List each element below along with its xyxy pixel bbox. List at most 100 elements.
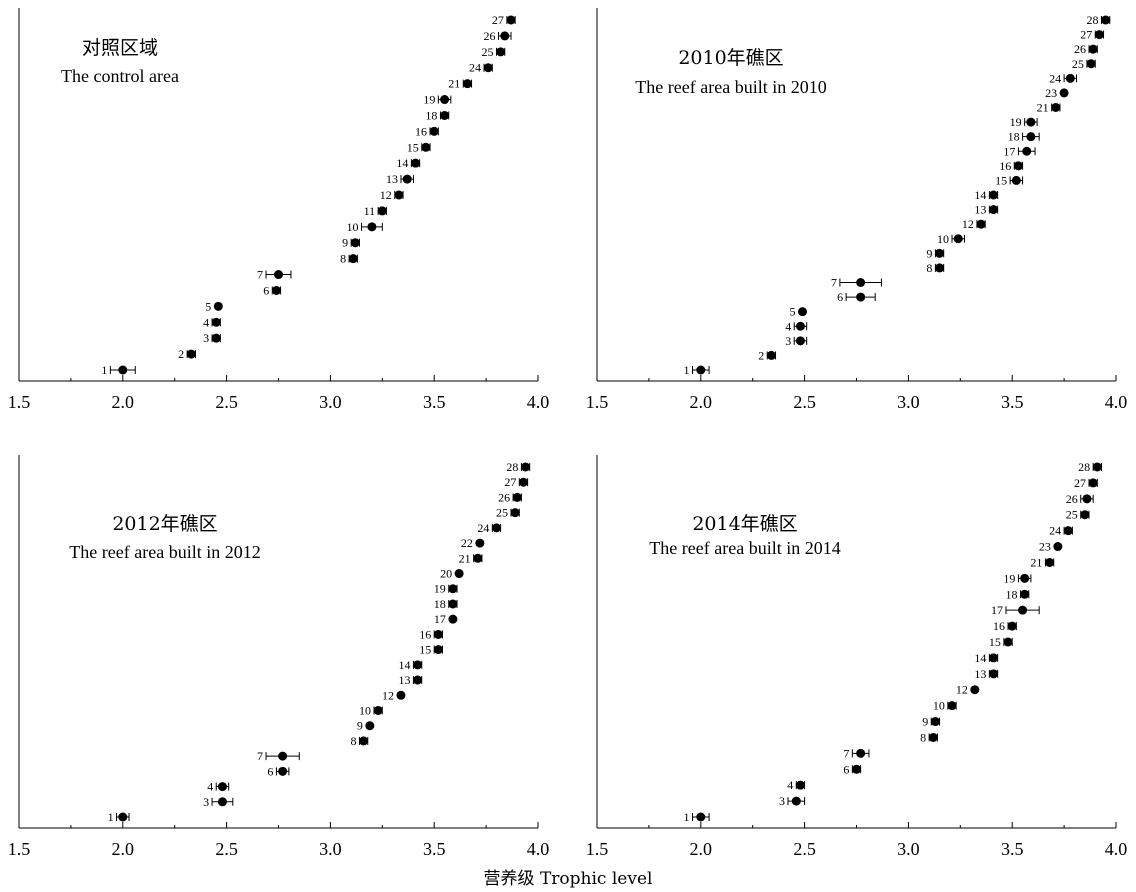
point-marker	[211, 317, 221, 327]
point-label: 10	[359, 703, 371, 717]
point-label: 8	[920, 730, 926, 744]
data-point-5: 5	[790, 305, 808, 319]
point-label: 12	[382, 688, 394, 702]
point-marker	[856, 748, 866, 758]
point-marker	[394, 190, 404, 200]
point-label: 6	[837, 290, 843, 304]
point-marker	[1026, 132, 1036, 142]
point-marker	[448, 599, 458, 609]
point-label: 22	[461, 536, 473, 550]
point-label: 25	[1066, 508, 1078, 522]
point-marker	[440, 95, 450, 105]
data-point-8: 8	[920, 730, 938, 744]
panel-2: 1.5 2.0 2.5 3.0 3.5 4.0 2010年礁区 The reef area b…	[586, 8, 1127, 412]
x-tick-label: 2.0	[690, 839, 713, 859]
x-tick-label: 3.0	[319, 392, 342, 412]
point-label: 23	[1045, 86, 1057, 100]
data-point-21: 21	[1037, 101, 1061, 115]
point-label: 2	[758, 348, 764, 362]
point-label: 4	[203, 315, 209, 329]
point-marker	[454, 569, 464, 579]
x-tick-label: 2.5	[793, 392, 816, 412]
data-point-18: 18	[1006, 587, 1030, 601]
point-label: 14	[974, 188, 986, 202]
point-marker	[512, 492, 522, 502]
point-marker	[271, 285, 281, 295]
point-marker	[947, 701, 957, 711]
point-marker	[1080, 510, 1090, 520]
panel-title-en: The reef area built in 2010	[635, 77, 826, 97]
x-tick-label: 2.0	[112, 392, 135, 412]
point-label: 4	[785, 319, 791, 333]
point-marker	[1088, 478, 1098, 488]
data-point-11: 11	[364, 204, 387, 218]
point-marker	[396, 690, 406, 700]
data-point-22: 22	[461, 536, 485, 550]
point-marker	[440, 110, 450, 120]
panel-title-en: The reef area built in 2014	[649, 538, 840, 558]
point-marker	[483, 63, 493, 73]
x-tick-label: 4.0	[1105, 839, 1128, 859]
data-point-9: 9	[342, 236, 360, 250]
point-marker	[953, 234, 963, 244]
data-point-3: 3	[203, 331, 221, 345]
point-label: 12	[380, 188, 392, 202]
point-marker	[1094, 30, 1104, 40]
panel-title-cn: 2014年礁区	[692, 513, 797, 535]
point-label: 21	[459, 551, 471, 565]
point-marker	[1020, 573, 1030, 583]
data-point-13: 13	[974, 667, 999, 681]
point-marker	[213, 301, 223, 311]
point-marker	[278, 751, 288, 761]
point-marker	[696, 812, 706, 822]
point-label: 10	[933, 699, 945, 713]
point-marker	[421, 142, 431, 152]
point-marker	[1018, 605, 1028, 615]
point-label: 26	[484, 29, 496, 43]
data-point-12: 12	[380, 188, 404, 202]
point-marker	[970, 685, 980, 695]
panel-title-cn: 2012年礁区	[112, 513, 217, 535]
point-marker	[367, 222, 377, 232]
point-label: 1	[108, 810, 114, 824]
x-tick-label: 4.0	[527, 839, 550, 859]
data-point-19: 19	[1010, 115, 1038, 129]
data-point-6: 6	[267, 764, 290, 778]
data-point-10: 10	[347, 220, 383, 234]
point-label: 12	[956, 683, 968, 697]
point-label: 13	[974, 667, 986, 681]
point-marker	[989, 653, 999, 663]
point-marker	[274, 270, 283, 280]
point-label: 24	[1049, 71, 1061, 85]
point-label: 26	[1074, 42, 1086, 56]
data-point-25: 25	[1066, 508, 1090, 522]
data-point-24: 24	[1049, 71, 1078, 85]
data-point-4: 4	[787, 778, 806, 792]
point-label: 18	[434, 597, 446, 611]
data-point-18: 18	[434, 597, 458, 611]
point-label: 13	[974, 203, 986, 217]
data-point-19: 19	[423, 93, 452, 107]
point-marker	[1011, 175, 1021, 185]
point-marker	[1003, 637, 1013, 647]
point-label: 24	[469, 61, 481, 75]
point-label: 18	[1008, 130, 1020, 144]
point-label: 19	[434, 582, 446, 596]
point-label: 7	[257, 749, 263, 763]
point-label: 26	[1066, 492, 1078, 506]
data-point-24: 24	[469, 61, 493, 75]
point-label: 5	[790, 305, 796, 319]
point-label: 14	[398, 658, 410, 672]
data-point-10: 10	[359, 703, 383, 717]
point-marker	[433, 645, 443, 655]
data-point-3: 3	[779, 794, 806, 808]
data-point-25: 25	[481, 45, 506, 59]
data-point-15: 15	[995, 173, 1024, 187]
panel-3: 1.5 2.0 2.5 3.0 3.5 4.0 2012年礁区 The reef area b…	[8, 455, 550, 859]
data-point-27: 27	[504, 475, 529, 489]
data-point-27: 27	[492, 13, 516, 27]
point-marker	[1045, 557, 1055, 567]
point-marker	[348, 254, 358, 264]
point-label: 14	[396, 156, 408, 170]
